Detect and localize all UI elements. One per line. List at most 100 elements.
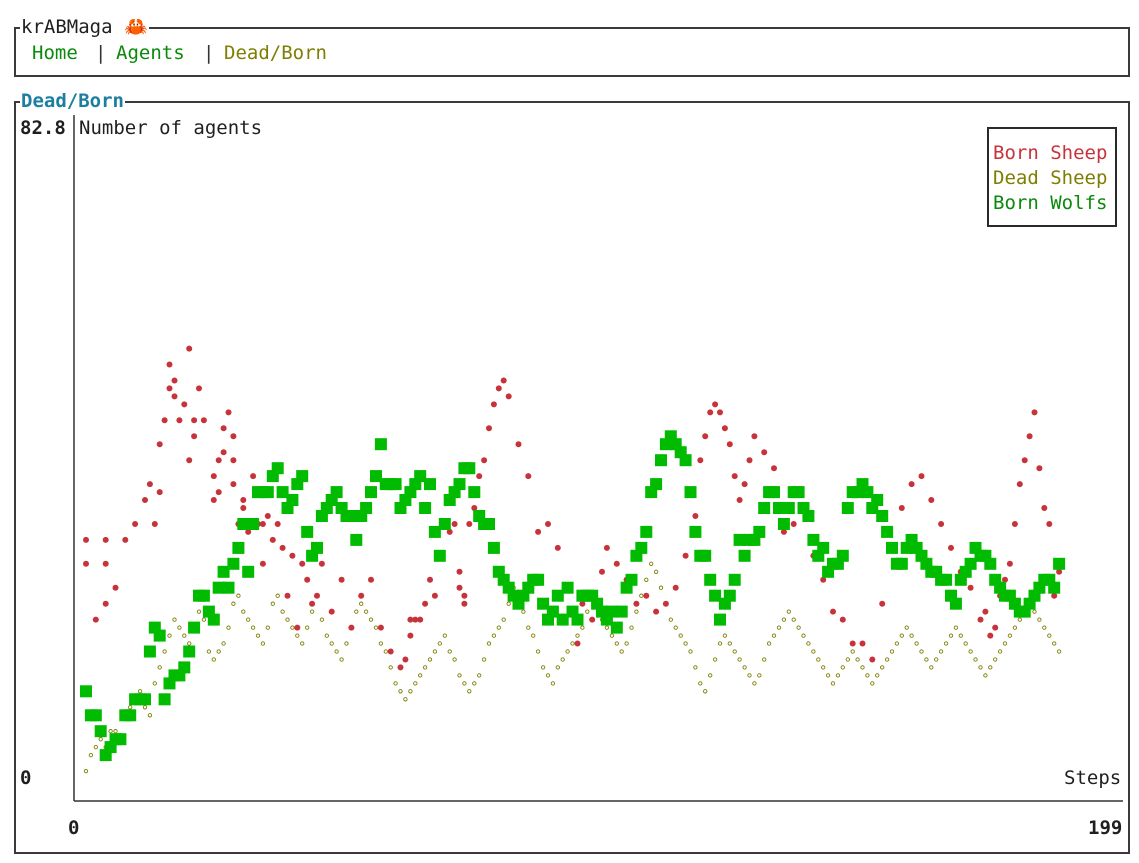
data-point <box>703 689 708 694</box>
data-point <box>156 489 163 496</box>
data-point <box>183 645 196 658</box>
data-point <box>151 521 158 527</box>
legend-born-sheep: Born Sheep <box>993 142 1108 164</box>
data-point <box>496 625 501 630</box>
data-point <box>437 641 442 646</box>
data-point <box>166 385 173 392</box>
data-point <box>368 576 374 583</box>
tab-agents[interactable]: Agents <box>116 42 185 64</box>
tab-home[interactable]: Home <box>32 42 78 64</box>
data-point <box>221 641 226 646</box>
data-point <box>230 433 237 440</box>
data-point <box>417 616 424 623</box>
data-point <box>215 489 222 496</box>
data-point <box>153 629 166 642</box>
data-point <box>128 705 133 710</box>
data-point <box>305 625 310 630</box>
data-point <box>276 486 289 499</box>
data-point <box>708 673 713 678</box>
data-point <box>188 621 201 634</box>
data-point <box>561 581 574 594</box>
tab-dead-born[interactable]: Dead/Born <box>224 42 327 64</box>
data-point <box>525 473 532 480</box>
data-point <box>984 557 997 570</box>
x-max-label: 199 <box>1088 817 1123 839</box>
data-point <box>839 616 846 623</box>
data-point <box>290 625 295 630</box>
data-point <box>471 505 478 511</box>
data-point <box>220 425 227 432</box>
data-point <box>565 649 570 654</box>
x-axis-title: Steps <box>1064 767 1122 789</box>
data-point <box>207 613 220 626</box>
data-point <box>973 657 978 662</box>
data-point <box>495 385 502 392</box>
data-point <box>432 649 438 654</box>
data-point <box>830 681 836 686</box>
data-point <box>1037 617 1042 622</box>
data-point <box>274 521 281 527</box>
data-point <box>753 525 766 538</box>
data-point <box>264 513 271 519</box>
data-point <box>613 560 620 567</box>
data-point <box>167 633 172 638</box>
data-point <box>1002 576 1008 583</box>
data-point <box>124 709 137 722</box>
data-point <box>579 600 586 607</box>
data-point <box>1047 633 1052 638</box>
data-point <box>889 649 895 654</box>
data-point <box>736 497 743 503</box>
data-point <box>172 617 177 622</box>
data-point <box>914 641 919 646</box>
y-min-label: 0 <box>20 767 32 789</box>
data-point <box>388 665 393 670</box>
data-point <box>673 625 678 630</box>
data-point <box>467 689 472 694</box>
data-point <box>782 502 795 514</box>
data-point <box>427 576 433 583</box>
data-point <box>773 502 785 514</box>
data-point <box>771 633 777 638</box>
data-point <box>187 641 192 646</box>
data-point <box>692 513 699 519</box>
data-point <box>299 560 306 567</box>
data-point <box>176 417 183 424</box>
tab-separator: | <box>95 42 107 64</box>
data-point <box>309 609 315 614</box>
data-point <box>821 665 826 670</box>
data-point <box>679 454 692 467</box>
data-point <box>738 549 751 562</box>
data-point <box>191 417 198 424</box>
data-point <box>640 525 653 538</box>
data-point <box>447 649 452 654</box>
data-point <box>212 581 225 594</box>
data-point <box>377 624 384 631</box>
data-point <box>929 665 934 670</box>
data-point <box>211 657 216 662</box>
data-point <box>655 454 667 467</box>
data-point <box>89 709 102 722</box>
data-point <box>898 505 905 511</box>
data-point <box>368 617 374 622</box>
data-point <box>953 625 959 630</box>
data-point <box>311 541 323 554</box>
data-point <box>414 470 427 483</box>
data-point <box>717 641 723 646</box>
data-point <box>142 705 148 710</box>
data-point <box>816 657 821 662</box>
data-point <box>886 541 898 554</box>
data-point <box>545 673 551 678</box>
data-point <box>689 525 702 538</box>
data-point <box>456 584 463 591</box>
data-point <box>526 625 531 630</box>
data-point <box>535 528 542 535</box>
data-point <box>835 673 841 678</box>
data-point <box>210 497 217 503</box>
data-point <box>1012 625 1018 630</box>
data-point <box>983 673 988 678</box>
data-point <box>240 505 247 511</box>
data-point <box>461 592 468 599</box>
data-point <box>102 536 109 543</box>
data-point <box>472 681 477 686</box>
data-point <box>714 613 726 626</box>
